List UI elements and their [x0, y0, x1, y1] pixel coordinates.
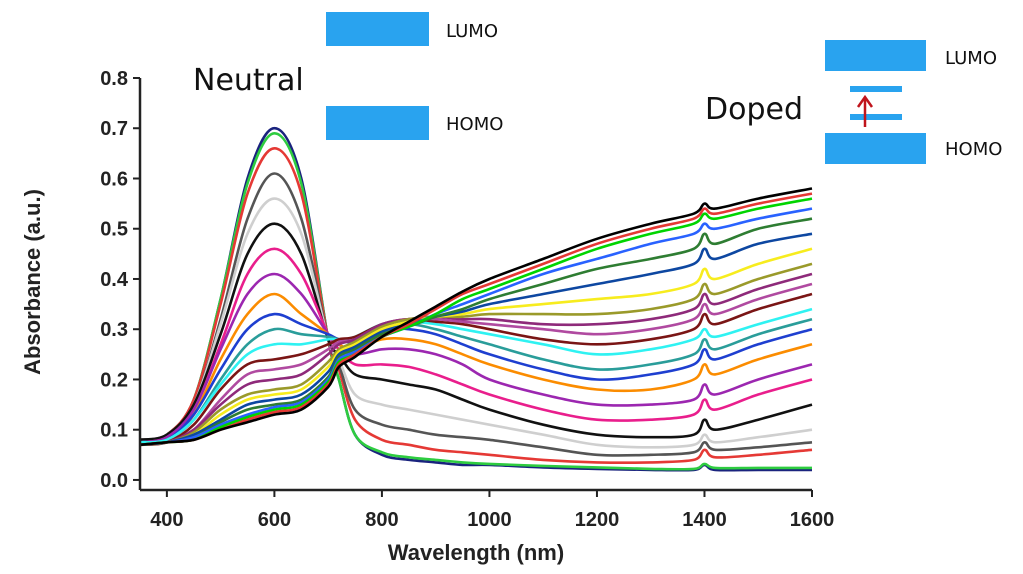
series-line-4	[139, 172, 813, 457]
series-line-21	[139, 197, 813, 447]
doped-homo-bar	[825, 133, 926, 164]
series-line-23	[139, 187, 813, 447]
doped-homo-label: HOMO	[945, 139, 1002, 160]
x-axis-title: Wavelength (nm)	[388, 540, 564, 565]
series-line-2	[139, 132, 812, 471]
y-tick-label: 0.8	[100, 68, 128, 90]
doped-label: Doped	[705, 92, 803, 127]
doped-lumo-label: LUMO	[945, 48, 997, 69]
series-line-3	[139, 147, 813, 464]
polaron-arrow-icon	[856, 94, 874, 127]
neutral-lumo-label: LUMO	[446, 21, 498, 42]
doped-lumo-bar	[825, 40, 926, 71]
series-group	[139, 126, 813, 472]
axes-frame	[138, 78, 812, 492]
polaron-upper-level	[850, 86, 902, 92]
neutral-homo-bar	[326, 106, 429, 140]
series-line-5	[139, 197, 813, 449]
series-line-6	[139, 222, 813, 442]
y-tick-label: 0.1	[100, 420, 128, 442]
x-tick-label: 1200	[575, 509, 620, 531]
y-tick-label: 0.0	[100, 470, 128, 492]
y-tick-label: 0.3	[100, 319, 128, 341]
polaron-lower-level	[850, 114, 902, 120]
x-tick-label: 1400	[682, 509, 727, 531]
series-line-17	[139, 247, 813, 447]
neutral-lumo-bar	[326, 12, 429, 46]
y-tick-label: 0.4	[100, 269, 129, 291]
x-tick-label: 800	[365, 509, 398, 531]
x-tick-label: 1000	[467, 509, 512, 531]
series-line-10	[139, 312, 813, 444]
x-tick-label: 1600	[790, 509, 835, 531]
y-tick-label: 0.6	[100, 168, 128, 190]
series-line-16	[139, 262, 813, 447]
tick-group: 400 600 800 1000 1200 1400 1600 0.0 0.1 0.2 0.3 0.4…	[100, 68, 834, 531]
y-tick-label: 0.5	[100, 219, 128, 241]
x-tick-label: 400	[150, 509, 183, 531]
y-tick-label: 0.7	[100, 118, 128, 140]
y-tick-label: 0.2	[100, 369, 128, 391]
series-line-22	[139, 192, 813, 447]
neutral-homo-label: HOMO	[446, 114, 503, 135]
x-tick-label: 600	[258, 509, 291, 531]
y-axis-title: Absorbance (a.u.)	[20, 189, 45, 375]
series-line-8	[139, 272, 813, 444]
series-line-9	[139, 292, 813, 444]
series-line-7	[139, 247, 813, 444]
neutral-label: Neutral	[193, 63, 304, 98]
